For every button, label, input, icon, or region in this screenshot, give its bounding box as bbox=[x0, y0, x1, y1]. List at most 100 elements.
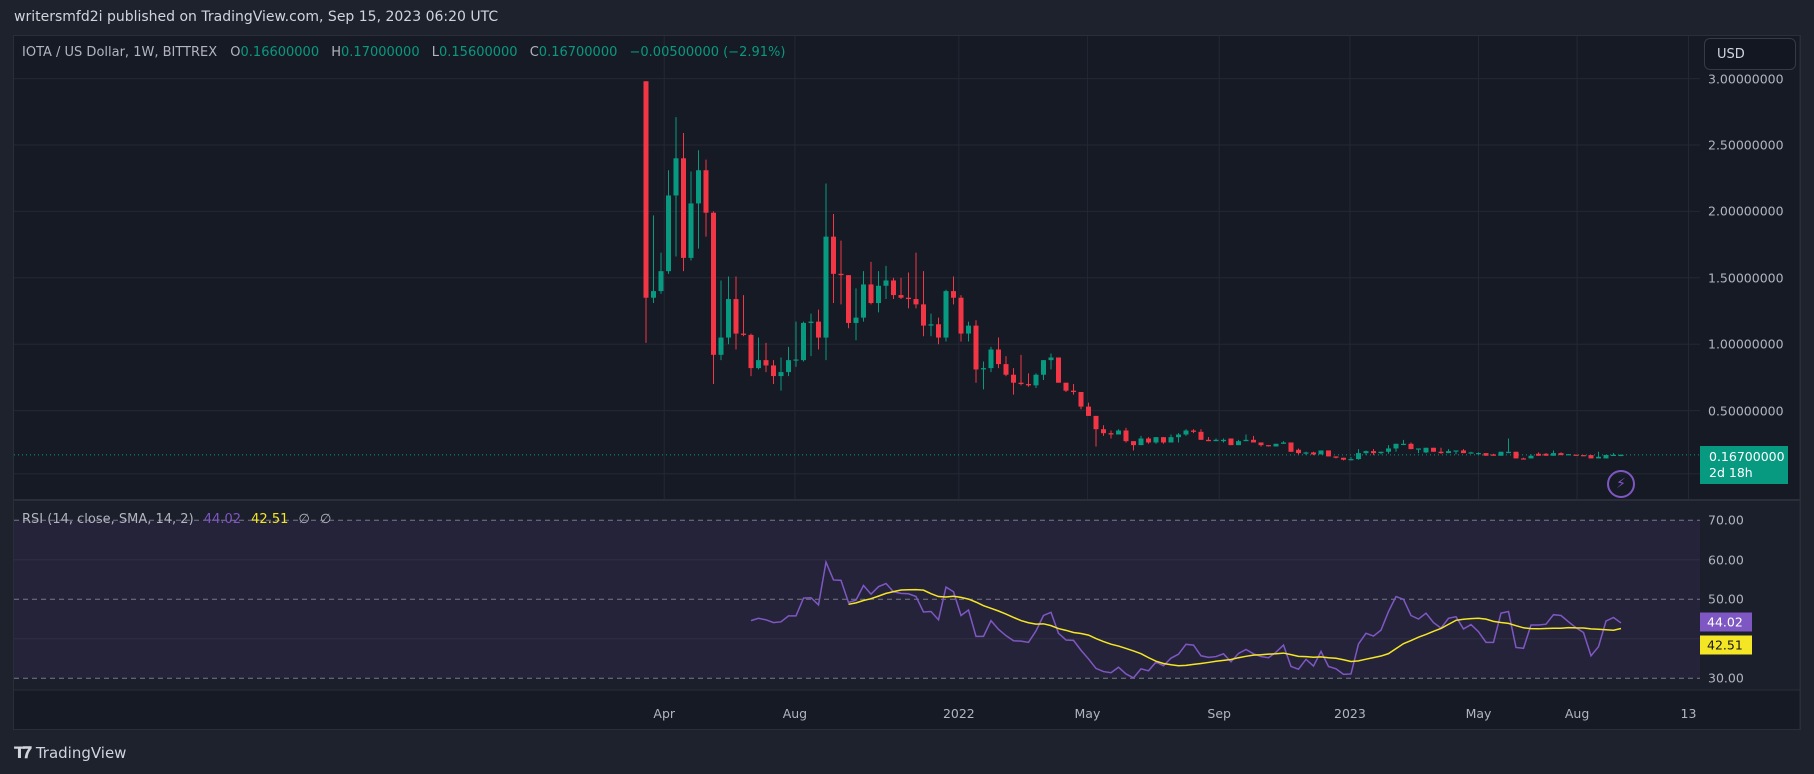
candle-down bbox=[733, 276, 739, 350]
candle-body bbox=[943, 291, 949, 338]
candle-body bbox=[1521, 458, 1526, 460]
high-value: 0.17000000 bbox=[341, 45, 420, 60]
candle-up bbox=[1446, 449, 1451, 454]
candle-up bbox=[988, 346, 994, 373]
candle-up bbox=[1468, 451, 1474, 454]
candle-body bbox=[658, 271, 664, 292]
candle-up bbox=[1273, 443, 1279, 447]
candle-up bbox=[1041, 360, 1046, 381]
candle-body bbox=[778, 372, 784, 377]
candle-body bbox=[1168, 437, 1174, 443]
candle-body bbox=[906, 297, 911, 300]
candle-body bbox=[1581, 455, 1586, 457]
candle-up bbox=[861, 271, 866, 322]
price-tick-label: 2.50000000 bbox=[1708, 137, 1784, 153]
candle-body bbox=[996, 349, 1001, 365]
candle-body bbox=[1558, 453, 1564, 456]
change-value: −0.00500000 (−2.91%) bbox=[629, 45, 786, 60]
candle-up bbox=[696, 150, 701, 249]
rsi-extra-2: ∅ bbox=[319, 512, 332, 527]
high-label: H bbox=[331, 45, 342, 60]
candle-down bbox=[1146, 437, 1151, 444]
candle-body bbox=[1281, 442, 1286, 444]
candle-up bbox=[756, 337, 761, 370]
candle-up bbox=[1506, 438, 1511, 454]
rsi-tick-label: 30.00 bbox=[1708, 670, 1744, 686]
candle-body bbox=[838, 273, 844, 276]
candle-body bbox=[883, 280, 889, 286]
rsi-sma-line bbox=[848, 588, 1622, 667]
candle-down bbox=[1536, 452, 1541, 456]
candle-up bbox=[1318, 450, 1324, 455]
candle-down bbox=[1341, 457, 1346, 461]
rsi-tick-label: 70.00 bbox=[1708, 512, 1744, 528]
candle-body bbox=[1228, 438, 1234, 446]
candle-up bbox=[786, 346, 791, 377]
candle-up bbox=[688, 171, 694, 261]
candle-body bbox=[1453, 450, 1459, 452]
candle-down bbox=[1251, 435, 1256, 443]
candle-body bbox=[1288, 442, 1294, 452]
candle-up bbox=[1596, 451, 1601, 459]
candle-body bbox=[1446, 451, 1451, 454]
price-tick-label: 0.50000000 bbox=[1708, 403, 1784, 419]
candle-body bbox=[1333, 456, 1339, 458]
candle-body bbox=[1461, 450, 1466, 454]
candle-down bbox=[1086, 402, 1091, 416]
candle-up bbox=[1363, 450, 1369, 456]
candle-down bbox=[1573, 454, 1579, 456]
candle-body bbox=[831, 236, 836, 274]
candle-body bbox=[853, 317, 859, 323]
candle-body bbox=[1341, 457, 1346, 460]
candle-up bbox=[876, 271, 881, 313]
sma-last-label: 42.51 bbox=[1700, 635, 1752, 655]
candle-down bbox=[1228, 438, 1234, 446]
candle-down bbox=[1258, 442, 1264, 447]
brand-name: TradingView bbox=[35, 744, 127, 762]
candle-down bbox=[1558, 452, 1564, 456]
candle-up bbox=[726, 276, 731, 345]
candle-body bbox=[1123, 430, 1129, 442]
candle-body bbox=[1056, 357, 1061, 383]
candle-down bbox=[868, 261, 874, 305]
candle-up bbox=[1153, 437, 1159, 444]
candle-body bbox=[1468, 452, 1474, 454]
candle-body bbox=[1063, 382, 1069, 391]
candle-up bbox=[1611, 453, 1616, 457]
candle-down bbox=[936, 317, 941, 345]
candle-down bbox=[1108, 430, 1114, 439]
candle-up bbox=[928, 313, 934, 337]
candle-up bbox=[1416, 448, 1421, 454]
candle-up bbox=[673, 117, 679, 257]
candle-body bbox=[1176, 434, 1181, 438]
candle-body bbox=[1296, 449, 1301, 454]
symbol-legend: IOTA / US Dollar, 1W, BITTREX O0.1660000… bbox=[22, 45, 793, 60]
candle-body bbox=[1498, 451, 1504, 456]
candle-body bbox=[823, 236, 829, 338]
candle-down bbox=[1011, 368, 1016, 395]
candle-body bbox=[643, 81, 649, 298]
candle-up bbox=[943, 289, 949, 342]
price-tick-label: 2.00000000 bbox=[1708, 203, 1784, 219]
candle-down bbox=[748, 333, 754, 377]
currency-button[interactable]: USD bbox=[1704, 38, 1796, 70]
candle-down bbox=[1003, 356, 1009, 377]
candle-up bbox=[1033, 373, 1039, 389]
time-tick-label: 2023 bbox=[1334, 706, 1366, 721]
candle-up bbox=[1236, 439, 1241, 446]
candle-down bbox=[1198, 429, 1204, 440]
candle-down bbox=[1123, 427, 1129, 443]
candle-up bbox=[1138, 435, 1144, 446]
tradingview-logo[interactable]: T𝟕 TradingView bbox=[14, 743, 126, 763]
candle-down bbox=[1071, 384, 1076, 395]
candle-up bbox=[1393, 443, 1399, 452]
symbol-title[interactable]: IOTA / US Dollar, 1W, BITTREX bbox=[22, 45, 218, 60]
lightning-icon[interactable]: ⚡ bbox=[1607, 470, 1635, 498]
candle-body bbox=[726, 299, 731, 338]
candle-down bbox=[951, 276, 956, 305]
rsi-title[interactable]: RSI (14, close, SMA, 14, 2) bbox=[22, 512, 194, 527]
candle-body bbox=[951, 291, 956, 298]
candle-body bbox=[1536, 453, 1541, 456]
candle-down bbox=[1326, 450, 1331, 457]
